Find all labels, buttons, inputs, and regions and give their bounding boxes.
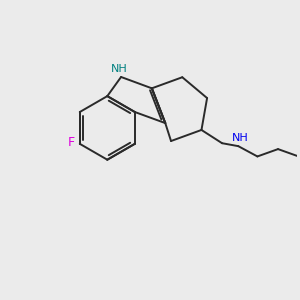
- Text: NH: NH: [232, 133, 249, 143]
- Text: NH: NH: [111, 64, 128, 74]
- Text: F: F: [68, 136, 75, 149]
